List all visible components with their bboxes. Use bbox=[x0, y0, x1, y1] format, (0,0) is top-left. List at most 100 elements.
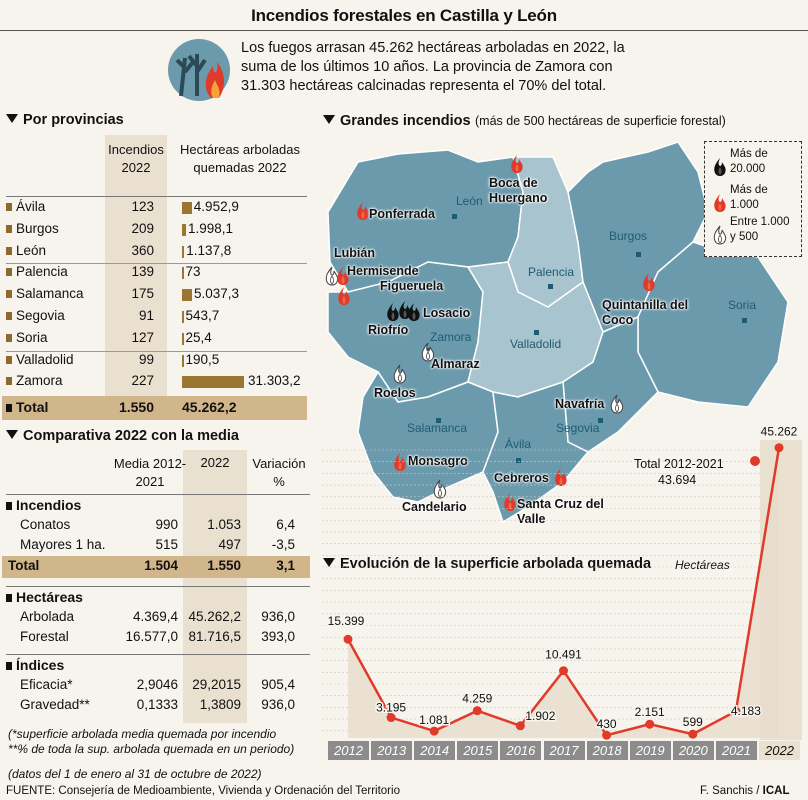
row-label: Forestal bbox=[20, 629, 69, 644]
province-hectareas: 73 bbox=[185, 264, 201, 280]
provincias-heading-label: Por provincias bbox=[23, 112, 124, 128]
flame-icon bbox=[408, 303, 420, 321]
map-heading-title: Grandes incendios bbox=[323, 113, 471, 129]
row-2022: 497 bbox=[218, 537, 241, 552]
row-media: 2,9046 bbox=[136, 677, 178, 692]
total-variacion: 3,1 bbox=[276, 558, 295, 573]
fire-label: Lubián bbox=[334, 246, 375, 260]
total-label: Total bbox=[8, 558, 40, 573]
data-point bbox=[472, 706, 482, 716]
group-title: Índices bbox=[6, 657, 64, 673]
province-hectareas: 5.037,3 bbox=[193, 286, 240, 302]
legend-flame-icon bbox=[714, 158, 726, 176]
year-tick-label: 2016 bbox=[500, 741, 542, 760]
fire-label: Santa Cruz del Valle bbox=[517, 497, 604, 526]
row-label: Conatos bbox=[20, 517, 71, 532]
province-hectareas: 1.137,8 bbox=[186, 242, 232, 258]
provincias-total-label: Total bbox=[6, 399, 48, 415]
bullet-icon bbox=[6, 268, 12, 277]
province-incendios: 91 bbox=[138, 308, 154, 323]
legend-label: Más de 20.000 bbox=[730, 148, 768, 175]
province-name: Soria bbox=[6, 330, 48, 345]
flame-icon bbox=[338, 287, 350, 305]
province-name: Ávila bbox=[6, 199, 45, 214]
province-name-text: Ávila bbox=[16, 199, 46, 214]
bullet-icon bbox=[6, 333, 12, 342]
province-incendios: 209 bbox=[131, 220, 154, 236]
provincias-heading: Por provincias bbox=[6, 112, 124, 128]
year-tick-label: 2012 bbox=[328, 741, 369, 760]
title-divider bbox=[0, 30, 808, 31]
fire-label: Losacio bbox=[423, 306, 471, 320]
bullet-icon bbox=[6, 594, 12, 602]
bullet-icon bbox=[6, 502, 12, 510]
fire-label: Hermisende bbox=[347, 264, 419, 278]
group-divider bbox=[6, 263, 307, 265]
group-title-text: Hectáreas bbox=[16, 589, 83, 605]
group-total-row bbox=[2, 556, 310, 578]
data-point bbox=[559, 666, 568, 676]
data-label: 1.081 bbox=[419, 713, 449, 727]
footnote-2: **% de toda la sup. arbolada quemada en … bbox=[8, 742, 295, 756]
data-point bbox=[602, 730, 612, 740]
province-name-text: Valladolid bbox=[16, 351, 74, 367]
bullet-icon bbox=[6, 662, 12, 670]
fire-label: Navafría bbox=[555, 397, 605, 411]
legend-label: Entre 1.000 y 500 bbox=[730, 216, 790, 243]
flame-icon bbox=[504, 493, 516, 511]
data-label: 430 bbox=[597, 717, 617, 731]
row-label: Arbolada bbox=[20, 609, 75, 624]
valladolid-marker bbox=[534, 330, 539, 335]
forest-fire-logo bbox=[168, 39, 230, 101]
comparativa-heading-label: Comparativa 2022 con la media bbox=[23, 428, 239, 444]
footer-source: FUENTE: Consejería de Medioambiente, Viv… bbox=[6, 785, 400, 797]
province-bar bbox=[182, 354, 184, 367]
province-bar bbox=[182, 223, 186, 236]
province-name: Valladolid bbox=[6, 352, 74, 367]
data-point bbox=[515, 721, 525, 731]
label-soria: Soria bbox=[728, 298, 757, 312]
avila-marker bbox=[516, 458, 521, 463]
row-label: Eficacia* bbox=[20, 677, 73, 692]
triangle-icon bbox=[6, 430, 18, 439]
evolucion-heading: Evolución de la superficie arbolada quem… bbox=[323, 556, 651, 572]
data-label: 2.151 bbox=[635, 705, 665, 719]
total-decade-dot bbox=[750, 456, 760, 466]
province-bar bbox=[182, 332, 184, 345]
triangle-icon bbox=[323, 115, 335, 124]
footer-credit: F. Sanchis / ICAL bbox=[700, 785, 789, 797]
bullet-icon bbox=[6, 203, 12, 211]
page-title: Incendios forestales en Castilla y León bbox=[251, 6, 557, 25]
fire-label: Riofrío bbox=[368, 323, 409, 337]
province-incendios: 139 bbox=[131, 264, 154, 280]
province-name: Zamora bbox=[6, 373, 63, 388]
map-subheading: (más de 500 hectáreas de superficie fore… bbox=[475, 114, 726, 128]
leon-marker bbox=[452, 214, 457, 219]
province-name: Burgos bbox=[6, 221, 59, 236]
data-point bbox=[645, 719, 655, 729]
group-divider bbox=[6, 654, 310, 655]
row-2022: 45.262,2 bbox=[188, 609, 241, 624]
data-label: 45.262 bbox=[761, 425, 798, 439]
evolucion-heading-label: Evolución de la superficie arbolada quem… bbox=[340, 556, 652, 572]
province-name-text: Salamanca bbox=[16, 286, 84, 302]
data-point bbox=[688, 729, 698, 739]
footer-dates: (datos del 1 de enero al 31 de octubre d… bbox=[8, 767, 262, 781]
total-decade-label: Total 2012-2021 bbox=[634, 457, 724, 471]
fire-label: Boca de Huergano bbox=[489, 176, 548, 205]
data-label: 599 bbox=[683, 715, 703, 729]
year-tick-label: 2022 bbox=[759, 741, 800, 760]
province-bar bbox=[182, 267, 184, 280]
flame-icon bbox=[511, 155, 523, 173]
segovia-marker bbox=[598, 418, 603, 423]
label-palencia: Palencia bbox=[528, 265, 575, 279]
province-bar bbox=[182, 376, 244, 389]
year-tick-label: 2021 bbox=[715, 741, 757, 760]
row-2022: 81.716,5 bbox=[188, 629, 241, 644]
year-tick-label: 2013 bbox=[371, 741, 413, 760]
legend-flame-icon bbox=[714, 194, 726, 212]
province-name: Palencia bbox=[6, 264, 68, 279]
flame-icon bbox=[433, 479, 447, 499]
province-salamanca bbox=[357, 370, 499, 503]
row-variacion: 393,0 bbox=[261, 629, 295, 644]
